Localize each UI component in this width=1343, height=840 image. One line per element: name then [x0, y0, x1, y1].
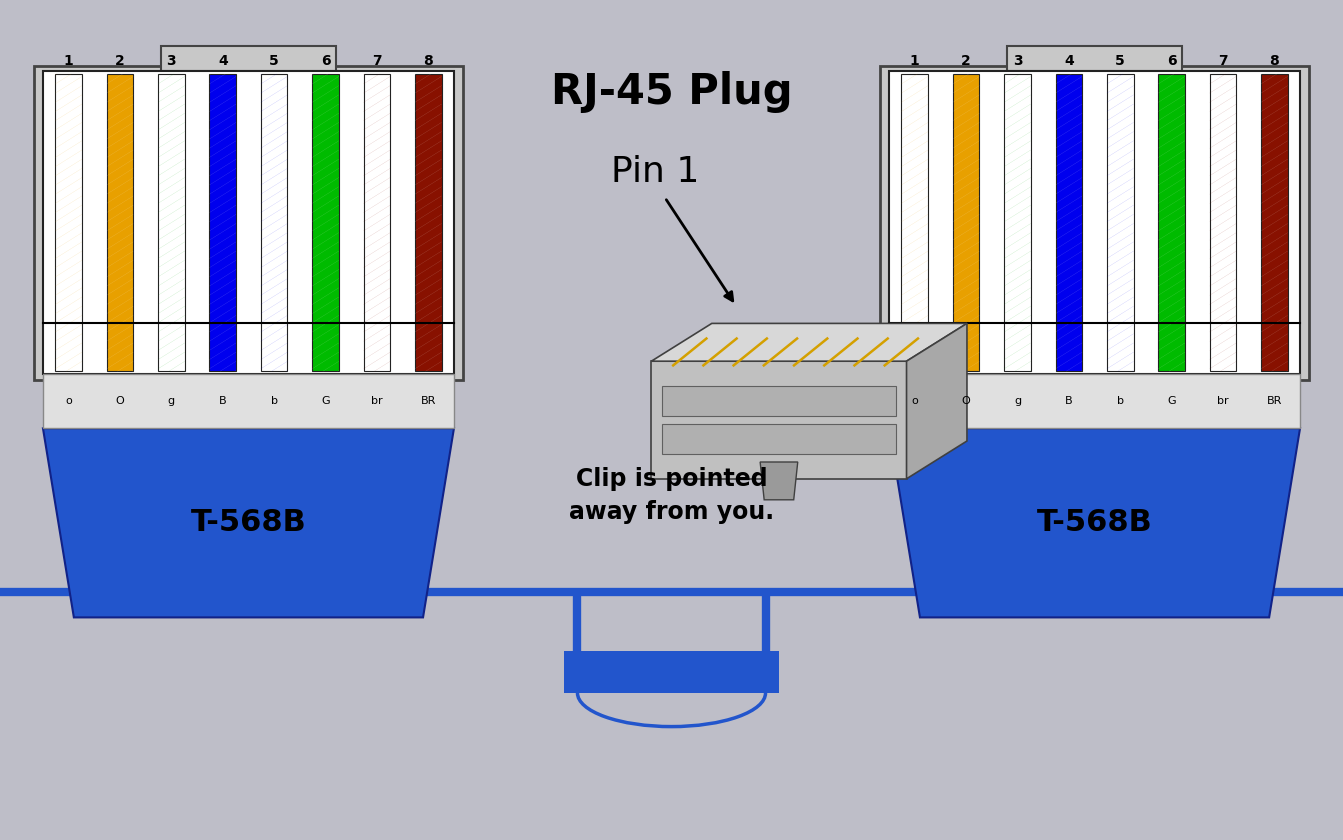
Text: 1: 1: [63, 55, 74, 68]
Text: b: b: [1117, 396, 1124, 406]
Text: 5: 5: [269, 55, 279, 68]
Text: 7: 7: [1218, 55, 1228, 68]
Text: BR: BR: [1266, 396, 1283, 406]
Bar: [158, 74, 185, 371]
Bar: [880, 66, 1309, 380]
Text: 8: 8: [1269, 55, 1280, 68]
Text: 7: 7: [372, 55, 381, 68]
Bar: [312, 74, 338, 371]
Bar: [662, 424, 896, 454]
Text: G: G: [1167, 396, 1176, 406]
Text: 6: 6: [1167, 55, 1176, 68]
Bar: [43, 71, 454, 374]
Text: B: B: [219, 396, 227, 406]
Bar: [364, 74, 391, 371]
Bar: [261, 74, 287, 371]
Text: g: g: [1014, 396, 1021, 406]
Text: 2: 2: [115, 55, 125, 68]
Bar: [34, 66, 463, 380]
Bar: [415, 74, 442, 371]
Text: br: br: [371, 396, 383, 406]
Polygon shape: [651, 323, 967, 361]
Bar: [210, 74, 236, 371]
Text: T-568B: T-568B: [191, 508, 306, 538]
Bar: [889, 374, 1300, 428]
Text: 3: 3: [167, 55, 176, 68]
Text: RJ-45 Plug: RJ-45 Plug: [551, 71, 792, 113]
Bar: [1056, 74, 1082, 371]
Text: 1: 1: [909, 55, 920, 68]
Polygon shape: [760, 462, 798, 500]
Bar: [161, 46, 336, 71]
Bar: [55, 74, 82, 371]
Bar: [889, 71, 1300, 374]
Text: G: G: [321, 396, 330, 406]
Bar: [1158, 74, 1185, 371]
Text: Pin 1: Pin 1: [611, 155, 700, 189]
Text: 5: 5: [1115, 55, 1125, 68]
Polygon shape: [43, 428, 454, 617]
Text: 3: 3: [1013, 55, 1022, 68]
Polygon shape: [651, 361, 907, 479]
Text: 4: 4: [1064, 55, 1074, 68]
Text: br: br: [1217, 396, 1229, 406]
Text: O: O: [115, 396, 125, 406]
Text: T-568B: T-568B: [1037, 508, 1152, 538]
Text: o: o: [912, 396, 919, 406]
Text: 4: 4: [218, 55, 228, 68]
Bar: [106, 74, 133, 371]
Text: o: o: [66, 396, 73, 406]
Text: 6: 6: [321, 55, 330, 68]
Text: 2: 2: [962, 55, 971, 68]
Polygon shape: [907, 323, 967, 479]
Text: g: g: [168, 396, 175, 406]
Bar: [952, 74, 979, 371]
Polygon shape: [889, 428, 1300, 617]
Bar: [901, 74, 928, 371]
Bar: [1005, 74, 1031, 371]
Text: b: b: [271, 396, 278, 406]
Bar: [1007, 46, 1182, 71]
Bar: [1261, 74, 1288, 371]
Bar: [662, 386, 896, 416]
Bar: [1107, 74, 1133, 371]
Text: O: O: [962, 396, 971, 406]
Text: 8: 8: [423, 55, 434, 68]
Text: Clip is pointed
away from you.: Clip is pointed away from you.: [569, 467, 774, 524]
Bar: [1210, 74, 1237, 371]
Text: B: B: [1065, 396, 1073, 406]
Bar: [564, 651, 779, 693]
Bar: [43, 374, 454, 428]
Text: BR: BR: [420, 396, 436, 406]
